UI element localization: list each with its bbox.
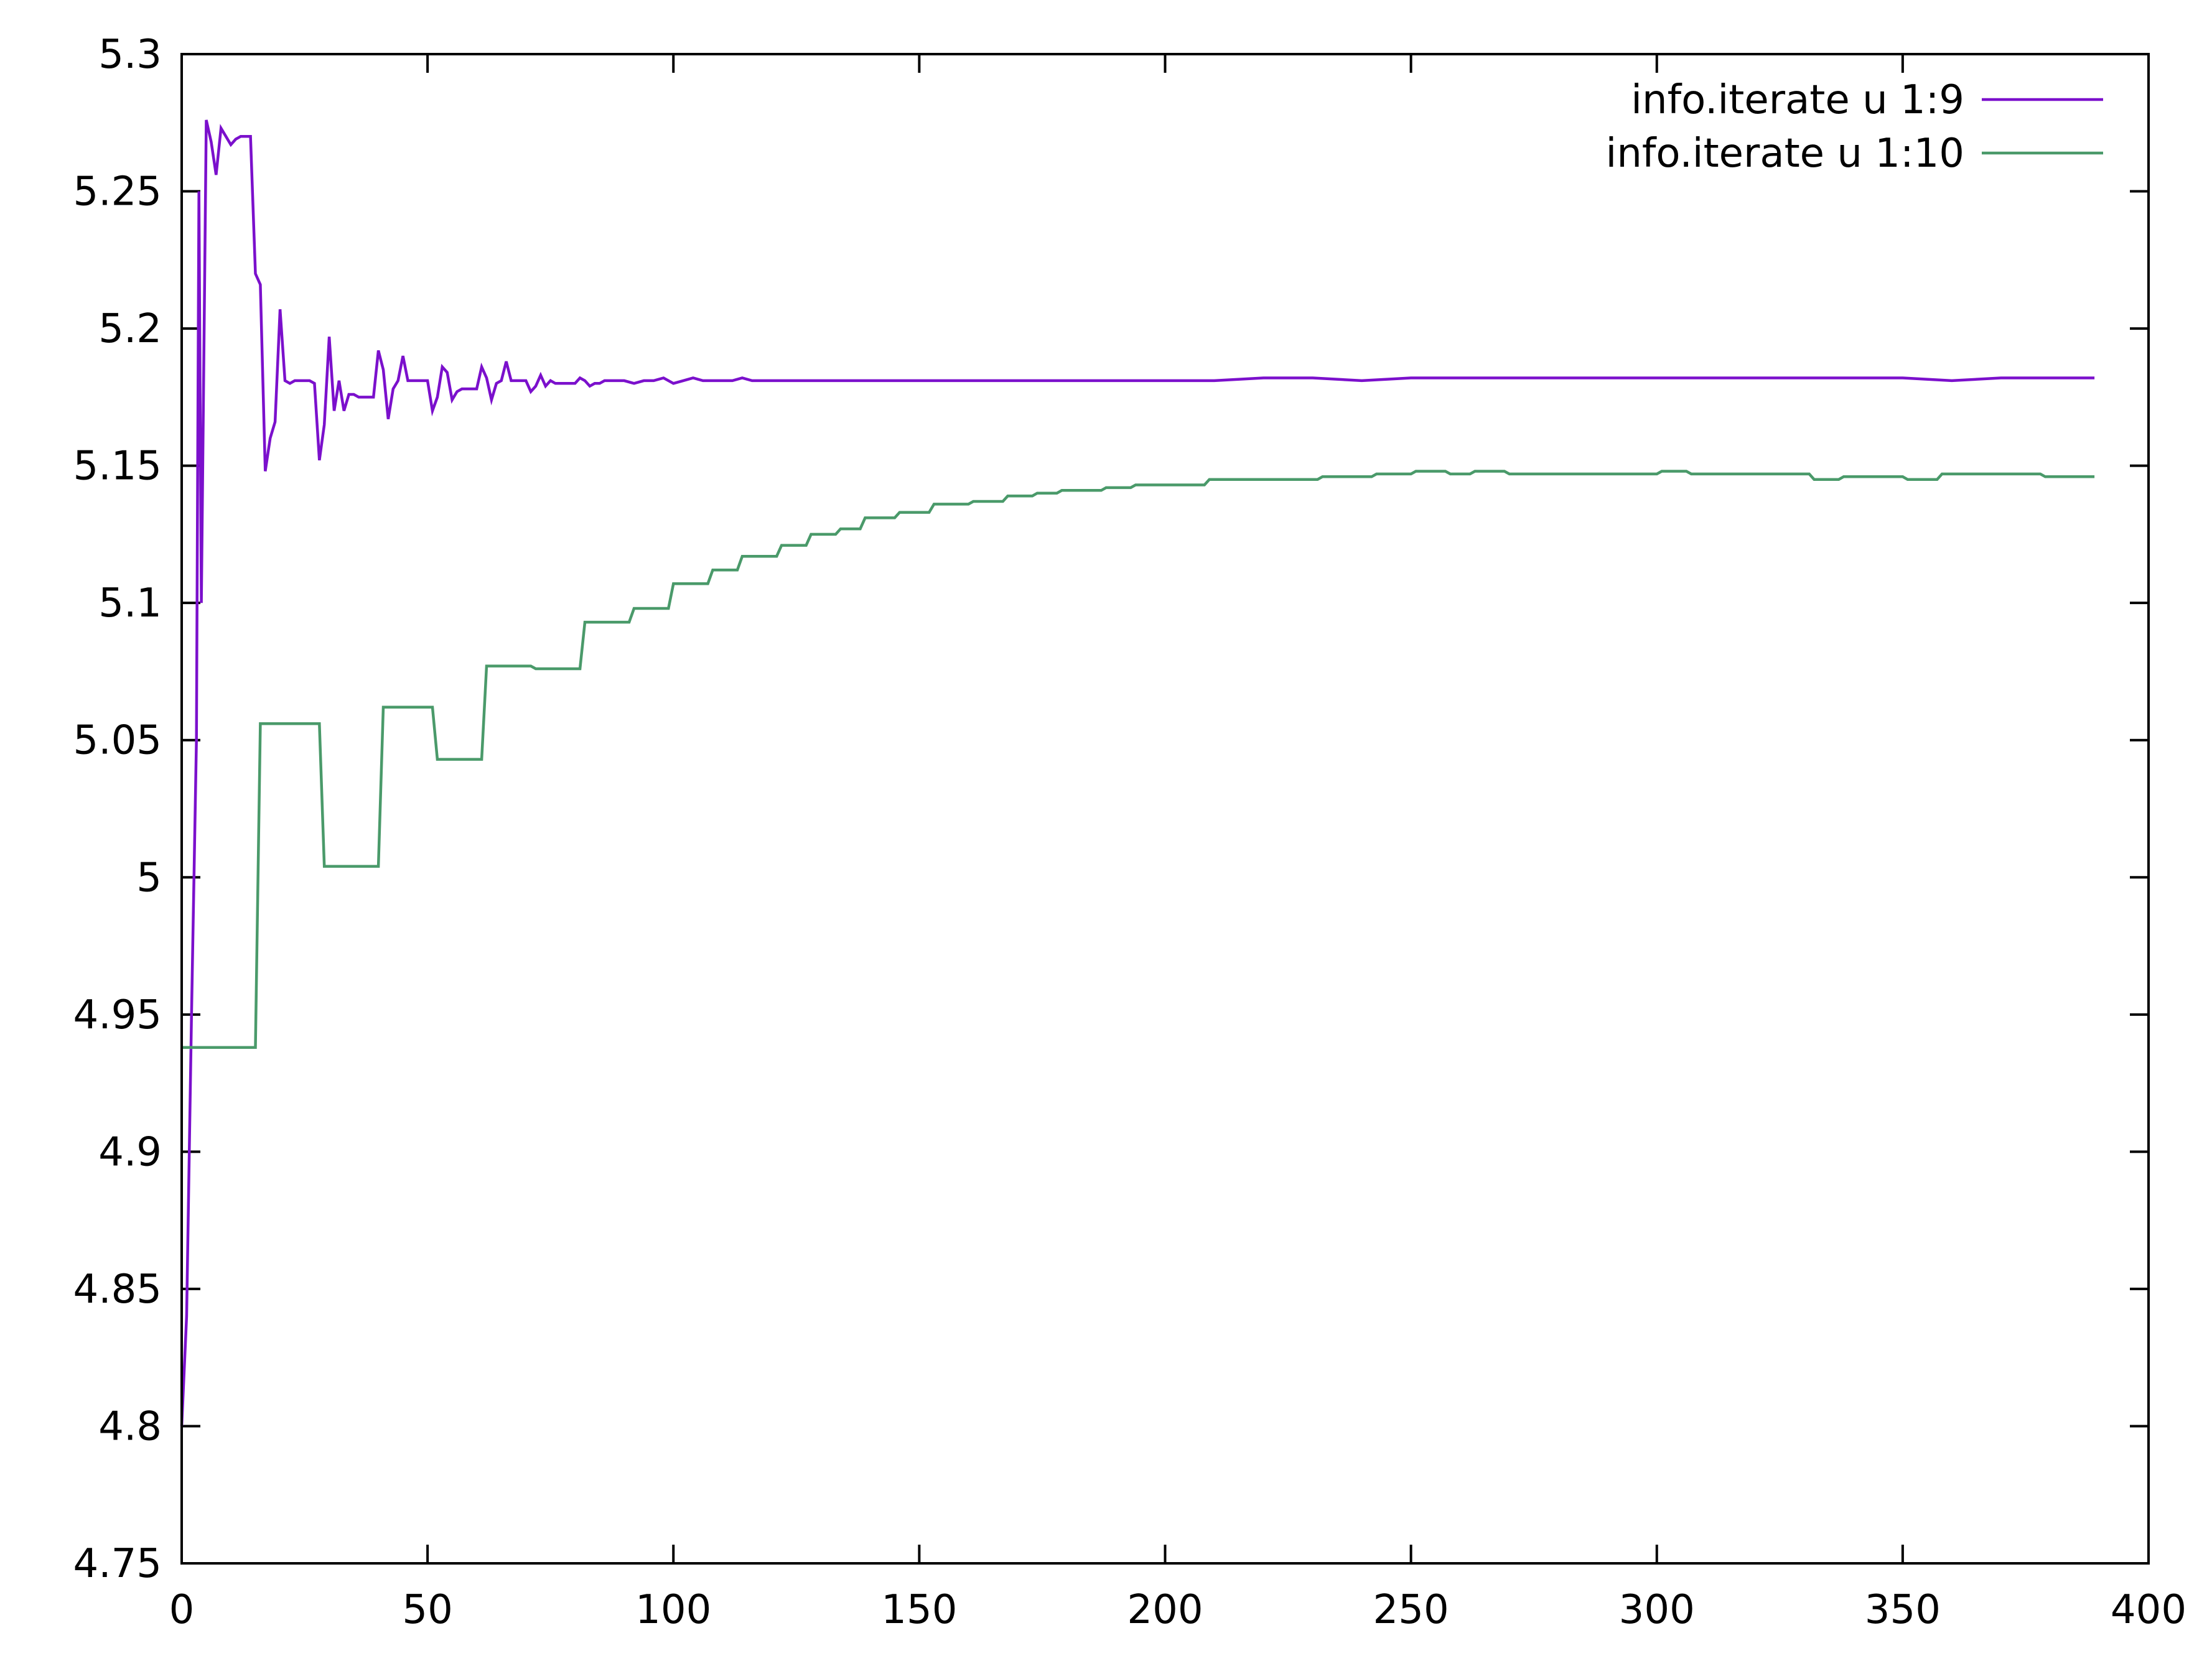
y-tick-label: 5.25 [73, 169, 162, 215]
plot-frame [180, 53, 2150, 1565]
x-tick-label: 0 [169, 1587, 195, 1633]
y-tick-label: 4.95 [73, 992, 162, 1038]
legend-label: info.iterate u 1:10 [1606, 131, 1964, 177]
y-tick-label: 5 [136, 855, 162, 901]
y-tick-label: 4.75 [73, 1541, 162, 1587]
series-line-1 [180, 119, 2095, 1426]
y-tick-label: 5.1 [98, 580, 162, 626]
ticks-layer: 4.75 4.8 4.85 4.9 4.95 5 5.05 5.1 5.15 5.2 5.25 5.3… [73, 32, 2187, 1633]
y-tick-label: 4.85 [73, 1267, 162, 1313]
x-tick-label: 300 [1619, 1587, 1695, 1633]
y-tick-label: 5.3 [98, 32, 162, 78]
series-line-2 [182, 470, 2095, 1049]
x-tick-label: 350 [1865, 1587, 1941, 1633]
x-tick-label: 100 [635, 1587, 711, 1633]
y-tick-label: 5.15 [73, 444, 162, 490]
legend: info.iterate u 1:9 info.iterate u 1:10 [1606, 77, 2103, 177]
x-tick-label: 150 [881, 1587, 957, 1633]
x-tick-label: 400 [2111, 1587, 2186, 1633]
x-tick-label: 250 [1373, 1587, 1449, 1633]
x-tick-label: 50 [402, 1587, 452, 1633]
series-layer [180, 119, 2095, 1426]
y-tick-label: 4.9 [98, 1129, 162, 1175]
y-tick-label: 5.2 [98, 306, 162, 352]
legend-label: info.iterate u 1:9 [1631, 77, 1964, 123]
x-tick-label: 200 [1127, 1587, 1203, 1633]
y-tick-label: 4.8 [98, 1403, 162, 1449]
y-tick-label: 5.05 [73, 718, 162, 764]
